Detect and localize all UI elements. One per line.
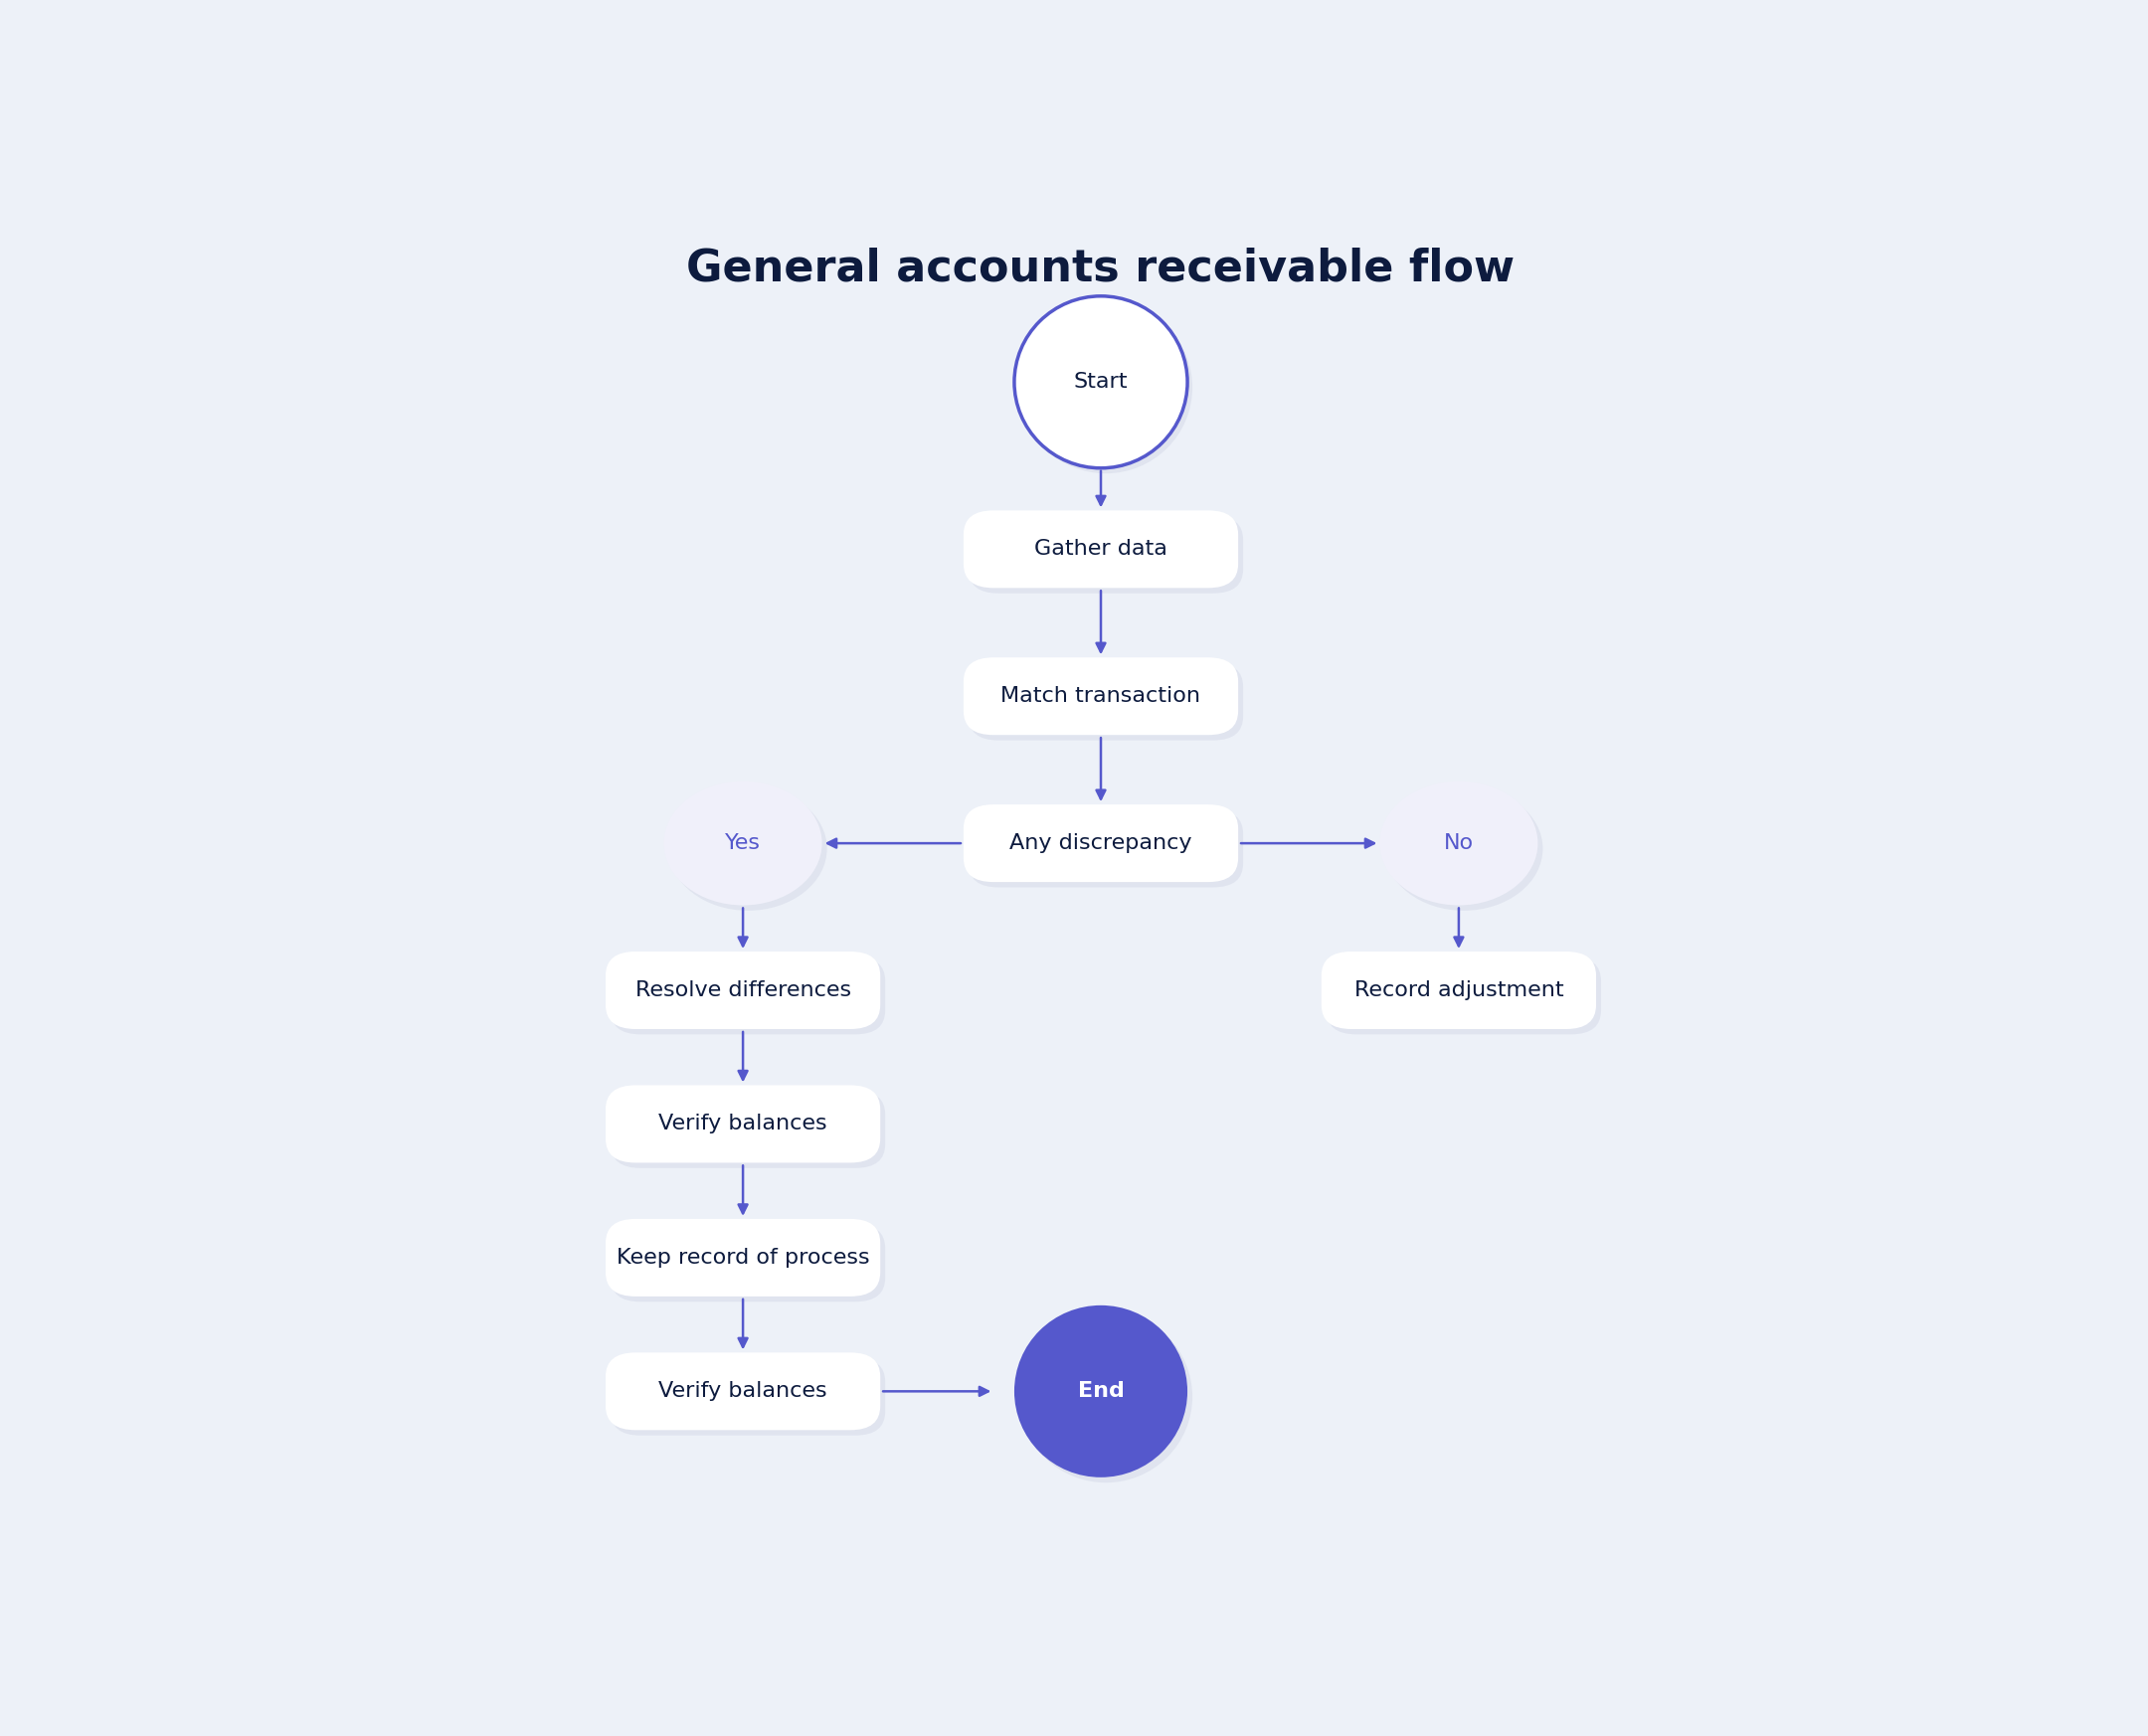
FancyBboxPatch shape: [964, 658, 1237, 734]
FancyBboxPatch shape: [1321, 951, 1596, 1029]
FancyBboxPatch shape: [606, 1085, 881, 1163]
Ellipse shape: [1020, 1311, 1192, 1483]
FancyBboxPatch shape: [610, 1224, 885, 1302]
FancyBboxPatch shape: [964, 510, 1237, 589]
FancyBboxPatch shape: [606, 1352, 881, 1430]
Text: Yes: Yes: [726, 833, 760, 852]
Ellipse shape: [1385, 786, 1542, 911]
Text: Match transaction: Match transaction: [1001, 686, 1201, 707]
Text: Record adjustment: Record adjustment: [1353, 981, 1564, 1000]
Text: No: No: [1443, 833, 1474, 852]
FancyBboxPatch shape: [969, 663, 1244, 740]
Ellipse shape: [1014, 297, 1188, 469]
Text: End: End: [1078, 1382, 1123, 1401]
Ellipse shape: [1014, 1305, 1188, 1477]
FancyBboxPatch shape: [610, 1358, 885, 1436]
Text: General accounts receivable flow: General accounts receivable flow: [687, 247, 1514, 290]
FancyBboxPatch shape: [606, 951, 881, 1029]
Ellipse shape: [664, 781, 823, 904]
Ellipse shape: [668, 786, 827, 911]
Text: Start: Start: [1074, 372, 1128, 392]
FancyBboxPatch shape: [610, 957, 885, 1035]
Text: Resolve differences: Resolve differences: [636, 981, 851, 1000]
Text: Gather data: Gather data: [1035, 540, 1166, 559]
Ellipse shape: [1379, 781, 1538, 904]
FancyBboxPatch shape: [1327, 957, 1600, 1035]
FancyBboxPatch shape: [610, 1090, 885, 1168]
FancyBboxPatch shape: [964, 804, 1237, 882]
Ellipse shape: [1020, 302, 1192, 474]
FancyBboxPatch shape: [969, 809, 1244, 887]
Text: Verify balances: Verify balances: [659, 1382, 827, 1401]
Text: Any discrepancy: Any discrepancy: [1010, 833, 1192, 852]
Text: Keep record of process: Keep record of process: [616, 1248, 870, 1267]
FancyBboxPatch shape: [969, 516, 1244, 594]
FancyBboxPatch shape: [606, 1219, 881, 1297]
Text: Verify balances: Verify balances: [659, 1115, 827, 1134]
